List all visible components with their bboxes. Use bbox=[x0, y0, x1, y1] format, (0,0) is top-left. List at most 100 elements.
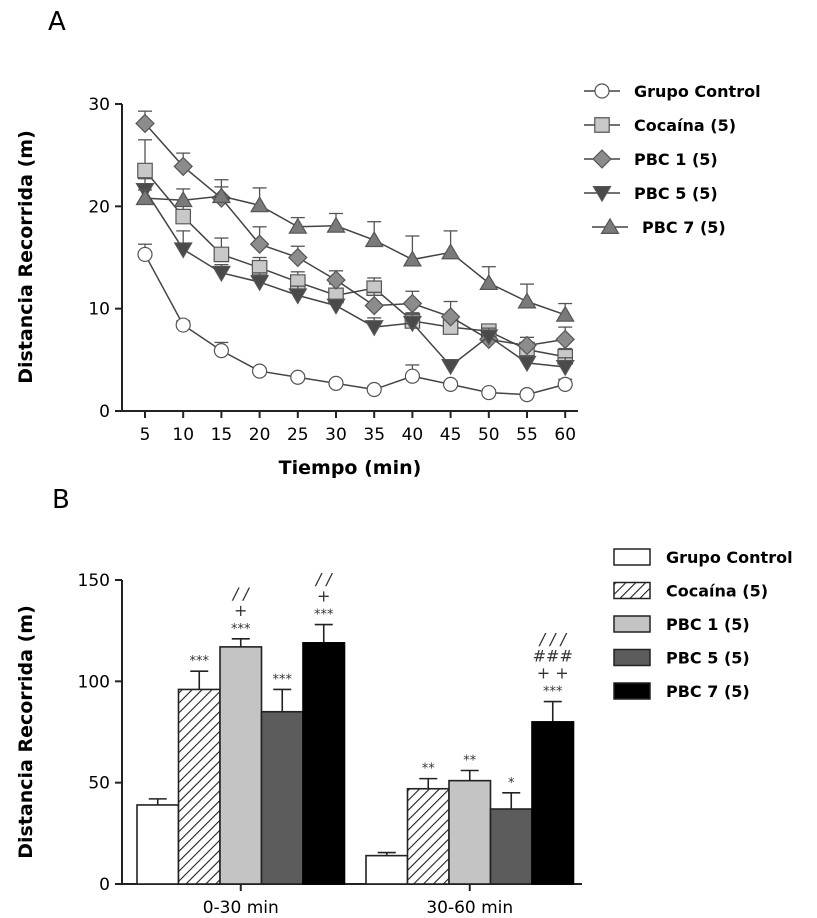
significance-annotation: / / bbox=[314, 570, 333, 589]
legend-label: PBC 5 (5) bbox=[666, 649, 750, 668]
bar bbox=[406, 787, 450, 885]
y-tick-label: 0 bbox=[99, 402, 110, 422]
legend-swatch bbox=[613, 581, 651, 600]
x-tick-label: 55 bbox=[516, 425, 538, 445]
significance-annotation: + bbox=[234, 601, 247, 620]
panel-a-plot-area bbox=[135, 110, 575, 403]
data-point bbox=[555, 329, 575, 350]
panel-a-x-axis-label: Tiempo (min) bbox=[279, 457, 422, 479]
series-line bbox=[144, 122, 566, 347]
series-2 bbox=[137, 139, 574, 365]
y-tick-label: 10 bbox=[88, 300, 110, 320]
data-point bbox=[479, 273, 499, 291]
data-point bbox=[479, 329, 499, 346]
data-point bbox=[288, 247, 308, 268]
data-point bbox=[326, 270, 346, 290]
significance-annotation: * bbox=[508, 776, 515, 791]
data-point bbox=[366, 381, 382, 398]
significance-annotation: / / / bbox=[538, 630, 568, 649]
legend-label: Cocaína (5) bbox=[634, 116, 736, 135]
x-tick-label: 25 bbox=[287, 425, 309, 445]
significance-annotation: *** bbox=[190, 654, 210, 669]
panel-b-letter: B bbox=[52, 485, 70, 515]
data-point bbox=[213, 343, 229, 359]
y-tick-label: 150 bbox=[78, 571, 110, 591]
legend-swatch bbox=[613, 648, 651, 667]
significance-annotation: *** bbox=[314, 608, 334, 623]
data-point bbox=[175, 317, 191, 333]
x-tick-label: 45 bbox=[440, 425, 462, 445]
data-point bbox=[402, 316, 422, 333]
legend-swatch bbox=[613, 548, 651, 566]
x-tick-label: 30-60 min bbox=[426, 898, 513, 918]
bar bbox=[531, 721, 575, 885]
data-point bbox=[252, 363, 268, 379]
data-point bbox=[517, 292, 537, 309]
data-point bbox=[173, 242, 193, 259]
series-5 bbox=[135, 179, 575, 322]
legend-marker bbox=[592, 186, 612, 203]
legend-label: Grupo Control bbox=[666, 548, 793, 567]
significance-annotation: / / bbox=[231, 584, 250, 603]
panel-b-y-axis-label: Distancia Recorrida (m) bbox=[15, 605, 37, 859]
data-point bbox=[211, 265, 231, 283]
data-point bbox=[364, 230, 384, 248]
bar bbox=[448, 779, 492, 885]
x-tick-label: 20 bbox=[249, 425, 271, 445]
significance-annotation: ** bbox=[422, 762, 436, 777]
data-point bbox=[517, 355, 537, 373]
data-point bbox=[519, 387, 535, 403]
data-point bbox=[250, 196, 270, 213]
data-point bbox=[326, 298, 346, 315]
x-tick-label: 15 bbox=[211, 425, 233, 445]
data-point bbox=[135, 113, 155, 134]
bar bbox=[489, 808, 533, 885]
series-1 bbox=[137, 243, 573, 403]
series-line bbox=[144, 170, 566, 358]
legend-label: Grupo Control bbox=[634, 82, 761, 101]
panel-b-legend: Grupo Control Cocaína (5) PBC 1 (5) PBC 5 (… bbox=[613, 548, 793, 701]
significance-annotation: *** bbox=[231, 622, 251, 637]
legend-label: PBC 7 (5) bbox=[666, 682, 750, 701]
bar bbox=[260, 710, 304, 885]
series-line bbox=[144, 195, 566, 316]
significance-annotation: + bbox=[317, 587, 330, 606]
data-point bbox=[555, 305, 575, 322]
legend-swatch bbox=[613, 682, 651, 700]
data-point bbox=[441, 358, 461, 376]
legend-marker bbox=[592, 149, 612, 169]
x-tick-label: 10 bbox=[172, 425, 194, 445]
y-tick-label: 20 bbox=[88, 197, 110, 217]
data-point bbox=[135, 188, 155, 206]
x-tick-label: 40 bbox=[402, 425, 424, 445]
series-4 bbox=[135, 178, 575, 377]
panel-a-y-axis-label: Distancia Recorrida (m) bbox=[15, 130, 37, 384]
data-point bbox=[481, 384, 497, 401]
data-point bbox=[288, 217, 308, 234]
data-point bbox=[251, 259, 268, 276]
series-line bbox=[144, 189, 566, 368]
data-point bbox=[137, 162, 153, 179]
legend-marker bbox=[594, 83, 610, 99]
data-point bbox=[328, 375, 344, 391]
legend-label: PBC 7 (5) bbox=[642, 218, 726, 237]
data-point bbox=[250, 275, 270, 292]
data-point bbox=[364, 295, 384, 316]
data-point bbox=[249, 234, 270, 254]
y-tick-label: 30 bbox=[88, 95, 110, 115]
panel-b-plot-area: *****/ /+*********/ /+***/ / /###+ +*** bbox=[136, 570, 575, 885]
significance-annotation: *** bbox=[273, 672, 293, 687]
significance-annotation: *** bbox=[543, 685, 563, 700]
data-point bbox=[290, 369, 306, 385]
legend-marker bbox=[600, 217, 620, 234]
legend-label: PBC 1 (5) bbox=[666, 615, 750, 634]
legend-label: PBC 1 (5) bbox=[634, 150, 718, 169]
bar bbox=[302, 642, 346, 885]
y-tick-label: 0 bbox=[99, 875, 110, 895]
data-point bbox=[557, 376, 573, 392]
data-point bbox=[288, 288, 308, 305]
significance-annotation: ### bbox=[533, 647, 573, 666]
bar bbox=[177, 688, 221, 885]
data-point bbox=[402, 293, 423, 314]
data-point bbox=[404, 368, 420, 384]
